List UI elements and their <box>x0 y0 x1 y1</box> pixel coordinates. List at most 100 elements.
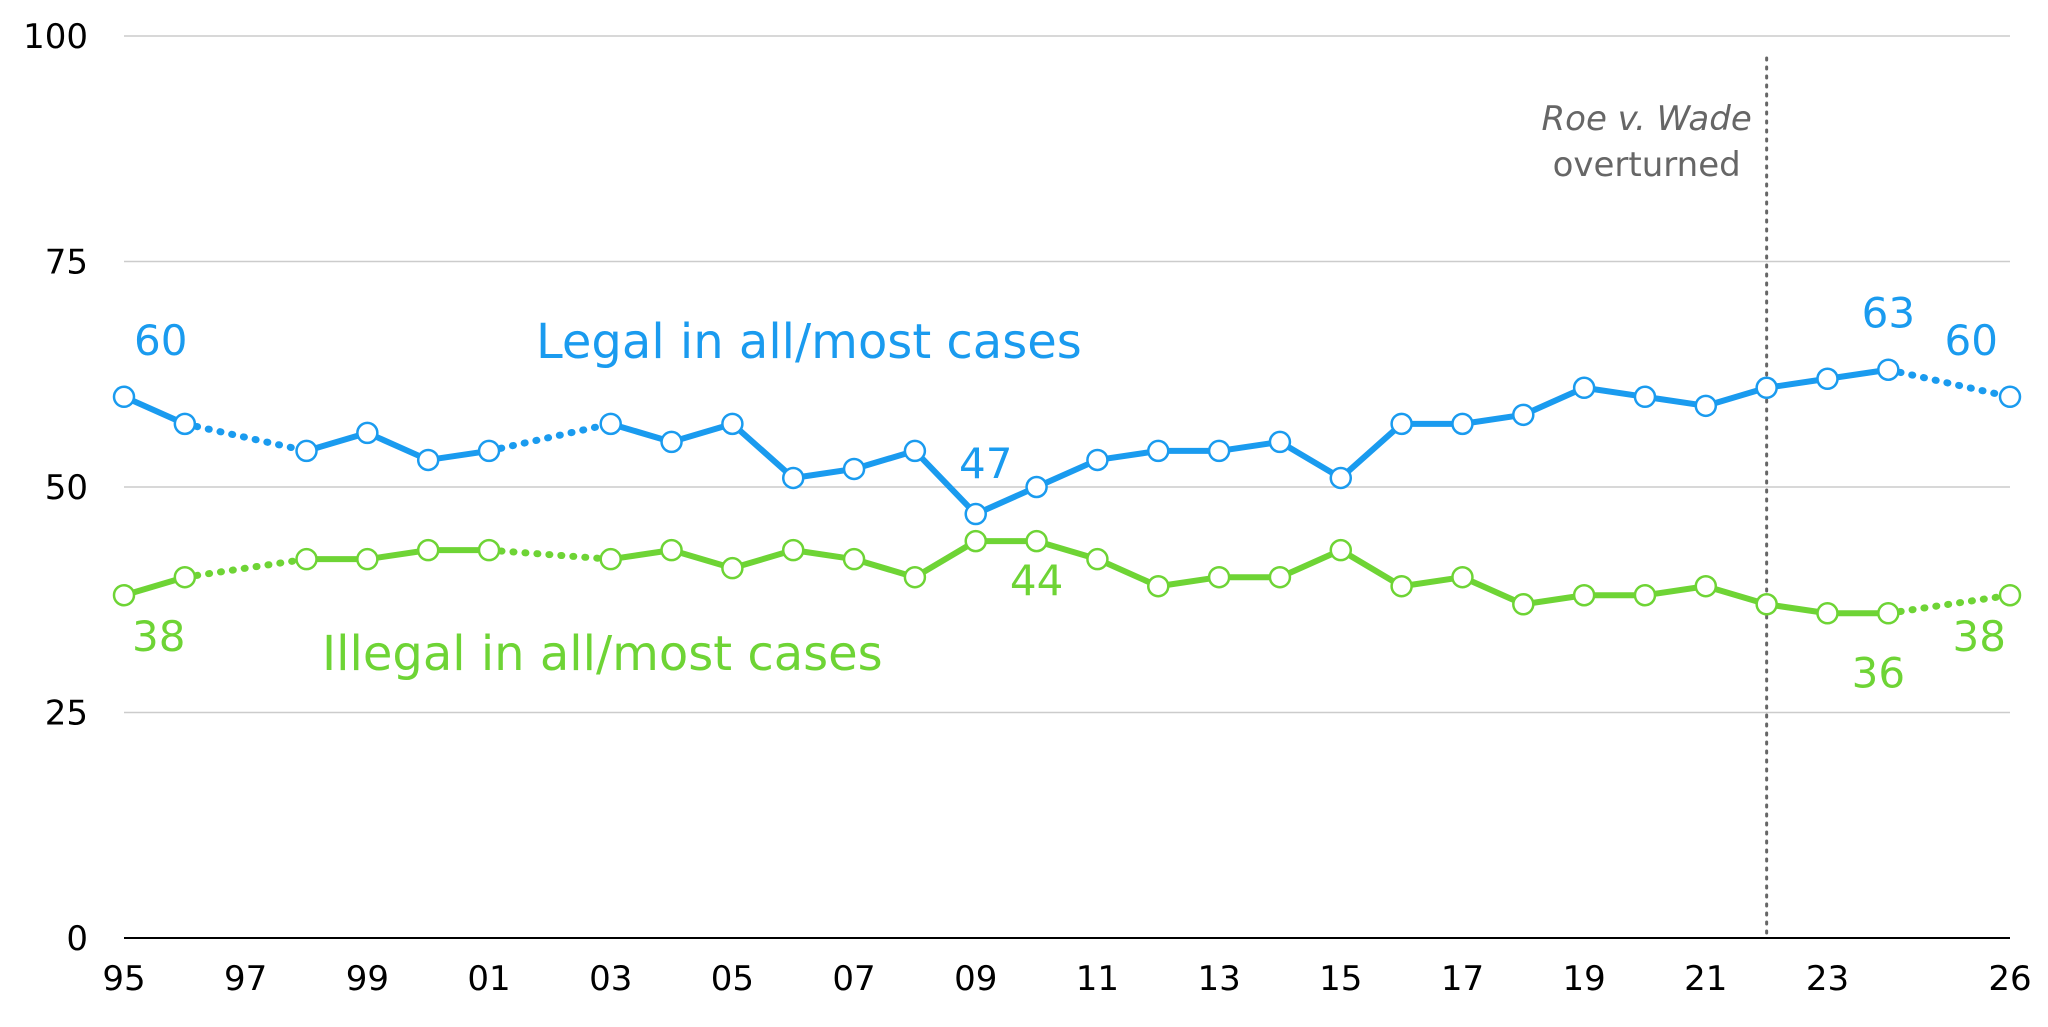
series-legal-point <box>477 439 501 463</box>
series-legal-point <box>416 448 440 472</box>
series-legal-segment <box>911 447 979 518</box>
series-illegal-point <box>1329 538 1353 562</box>
series-legal-point <box>1268 430 1292 454</box>
series-label-illegal: Illegal in all/most cases <box>322 626 883 682</box>
series-illegal-point <box>1572 583 1596 607</box>
series-legal-point <box>1572 376 1596 400</box>
series-legal-point <box>903 439 927 463</box>
x-tick-label: 13 <box>1197 959 1240 999</box>
series-illegal-point <box>1451 565 1474 589</box>
x-tick-label: 19 <box>1562 959 1605 999</box>
series-illegal-point <box>1877 602 1900 625</box>
series-legal-point <box>356 421 379 445</box>
series-illegal-point <box>1816 602 1839 625</box>
data-label-legal: 60 <box>134 316 187 365</box>
series-illegal-point <box>1268 565 1292 589</box>
data-label-illegal: 38 <box>132 612 185 661</box>
x-tick-label: 05 <box>711 959 754 999</box>
data-label-illegal: 36 <box>1852 648 1905 697</box>
series-legal-point <box>1329 466 1353 490</box>
series-legal-point <box>1998 385 2022 409</box>
series-legal-segment <box>485 420 615 455</box>
x-tick-label: 01 <box>467 959 510 999</box>
series-legal-point <box>1633 385 1657 409</box>
series-label-legal: Legal in all/most cases <box>536 314 1082 370</box>
series-illegal-point <box>173 565 197 589</box>
y-tick-label: 50 <box>45 468 88 508</box>
series-illegal <box>112 529 2022 625</box>
series-legal-point <box>1025 475 1048 499</box>
x-tick-label: 17 <box>1441 959 1484 999</box>
series-legal-point <box>1816 367 1839 391</box>
series-illegal-point <box>1086 547 1109 571</box>
series-illegal-point <box>477 538 501 562</box>
series-illegal-point <box>721 556 744 580</box>
series-legal-point <box>1147 439 1170 463</box>
series-legal-segment <box>181 420 311 455</box>
series-legal-point <box>1755 376 1778 400</box>
series-legal-point <box>1390 412 1413 436</box>
x-tick-label: 07 <box>832 959 875 999</box>
series-legal-segment <box>1276 438 1344 481</box>
series-legal-point <box>295 439 318 463</box>
series-legal-point <box>1207 439 1231 463</box>
series-illegal-point <box>356 547 379 571</box>
y-tick-label: 25 <box>45 694 88 734</box>
series-illegal-point <box>416 538 440 562</box>
series-illegal-point <box>1755 593 1778 616</box>
series-legal <box>112 358 2022 526</box>
data-label-legal: 63 <box>1862 289 1915 338</box>
series-illegal-point <box>1633 583 1657 607</box>
series-illegal-point <box>1025 529 1048 553</box>
series-illegal-segment <box>1884 591 2014 617</box>
x-tick-label: 99 <box>346 959 389 999</box>
series-illegal-point <box>1390 574 1413 598</box>
series-legal-point <box>842 457 866 481</box>
series-illegal-point <box>781 538 805 562</box>
series-legal-point <box>1451 412 1474 436</box>
y-tick-label: 0 <box>66 919 88 959</box>
series-illegal-point <box>1207 565 1231 589</box>
x-tick-label: 15 <box>1319 959 1362 999</box>
series-illegal-point <box>660 538 683 562</box>
x-tick-label: 11 <box>1076 959 1119 999</box>
series-legal-point <box>1694 394 1718 418</box>
x-tick-label: 09 <box>954 959 997 999</box>
series-illegal-point <box>599 547 622 571</box>
series-legal-point <box>660 430 683 454</box>
series-illegal-point <box>903 565 927 589</box>
series-illegal-segment <box>1337 547 1405 590</box>
series-legal-point <box>1512 403 1535 427</box>
series-legal-segment <box>729 420 797 481</box>
series-illegal-segment <box>485 546 615 563</box>
series-illegal-point <box>295 547 318 571</box>
annotation: Roe v. Wade overturned <box>1542 56 1769 940</box>
series <box>112 358 2022 625</box>
data-label-illegal: 38 <box>1953 612 2006 661</box>
x-tick-label: 23 <box>1806 959 1849 999</box>
x-tick-label: 03 <box>589 959 632 999</box>
series-illegal-point <box>1147 574 1170 598</box>
series-legal-point <box>1877 358 1900 381</box>
overturned-label: overturned <box>1553 145 1741 185</box>
series-illegal-point <box>1998 583 2022 607</box>
series-legal-point <box>599 412 622 436</box>
y-tick-label: 75 <box>45 243 88 283</box>
x-tick-label: 95 <box>102 959 145 999</box>
x-tick-label: 97 <box>224 959 267 999</box>
series-legal-point <box>1086 448 1109 472</box>
series-legal-point <box>112 385 136 409</box>
series-illegal-segment <box>181 555 311 581</box>
axes: 0 25 50 75 100 95 97 99 01 03 05 07 09 11 13 15 17 19 21 23… <box>23 17 2032 999</box>
series-legal-point <box>721 412 744 436</box>
roe-v-wade-label: Roe v. Wade <box>1542 99 1752 139</box>
series-legal-point <box>781 466 805 490</box>
series-illegal-segment <box>911 538 979 581</box>
x-tick-label: 26 <box>1988 959 2031 999</box>
data-label-legal: 47 <box>959 439 1012 488</box>
data-label-legal: 60 <box>1945 316 1998 365</box>
series-legal-point <box>173 412 197 436</box>
series-illegal-point <box>964 529 987 553</box>
series-legal-segment <box>1884 366 2014 401</box>
